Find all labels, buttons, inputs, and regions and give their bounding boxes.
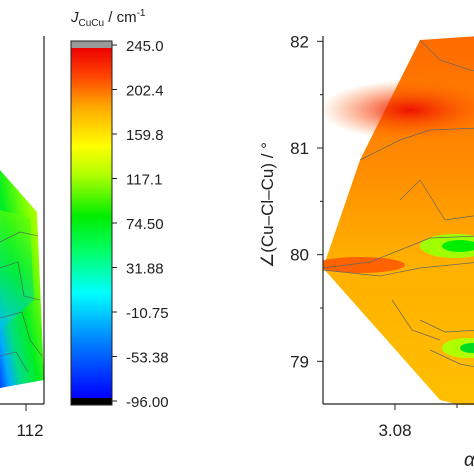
- right-contour: [399, 179, 474, 221]
- left-heatmap: [0, 170, 44, 388]
- left-panel: 112: [0, 36, 45, 440]
- right-green-core: [442, 240, 474, 252]
- right-y-axis-label: ∠(Cu–Cl–Cu) / °: [258, 142, 277, 268]
- right-green-patch-lower: [442, 338, 474, 358]
- colorbar-max-swatch: [71, 41, 112, 48]
- colorbar-tick-label: 117.1: [126, 172, 162, 189]
- left-x-tick-label: 112: [16, 421, 43, 440]
- right-y-tick-label: 81: [290, 139, 309, 158]
- colorbar-title: JCuCu / cm-1: [70, 8, 146, 29]
- colorbar-min-swatch: [71, 398, 112, 405]
- colorbar: JCuCu / cm-1 245.0 202.4 159.8 117.1 74.50 31…: [70, 8, 169, 411]
- right-y-tick-label: 82: [290, 32, 309, 51]
- right-hot-region: [323, 80, 474, 140]
- left-contour: [0, 261, 41, 301]
- right-contour: [419, 39, 474, 72]
- colorbar-tick-label: 31.88: [126, 261, 164, 278]
- left-contour: [0, 351, 29, 373]
- right-panel: 79 80 81 82 3.08 ∠(Cu–Cl–Cu) / ° α: [258, 32, 474, 471]
- left-heatmap-inner: [0, 210, 34, 330]
- colorbar-gradient: [71, 48, 112, 398]
- right-y-ticks: 79 80 81 82: [290, 32, 323, 371]
- right-x-ticks: 3.08: [378, 404, 458, 440]
- right-heatmap: [323, 36, 474, 405]
- right-contour: [419, 319, 474, 333]
- left-contour: [0, 311, 43, 357]
- right-contour: [429, 349, 474, 368]
- colorbar-tick-label: 245.0: [126, 38, 164, 55]
- right-contour: [359, 127, 474, 161]
- colorbar-tick-label: -96.00: [126, 394, 169, 411]
- colorbar-tick-label: 202.4: [126, 83, 164, 100]
- colorbar-tick-label: 159.8: [126, 127, 164, 144]
- right-y-tick-label: 80: [290, 246, 309, 265]
- colorbar-ticks: 245.0 202.4 159.8 117.1 74.50 31.88 -10.75 -53.…: [112, 38, 169, 411]
- left-contour: [0, 231, 39, 243]
- right-contour: [323, 262, 474, 277]
- colorbar-tick-label: -10.75: [126, 305, 169, 322]
- right-y-tick-label: 79: [290, 352, 309, 371]
- colorbar-tick-label: -53.38: [126, 350, 169, 367]
- colorbar-tick-label: 74.50: [126, 216, 164, 233]
- right-hot-band: [323, 257, 405, 273]
- right-contour: [391, 299, 441, 341]
- right-x-tick-label: 3.08: [378, 421, 411, 440]
- right-x-axis-label-partial: α: [464, 450, 474, 471]
- right-green-core-lower: [460, 343, 474, 353]
- right-contour: [323, 235, 474, 269]
